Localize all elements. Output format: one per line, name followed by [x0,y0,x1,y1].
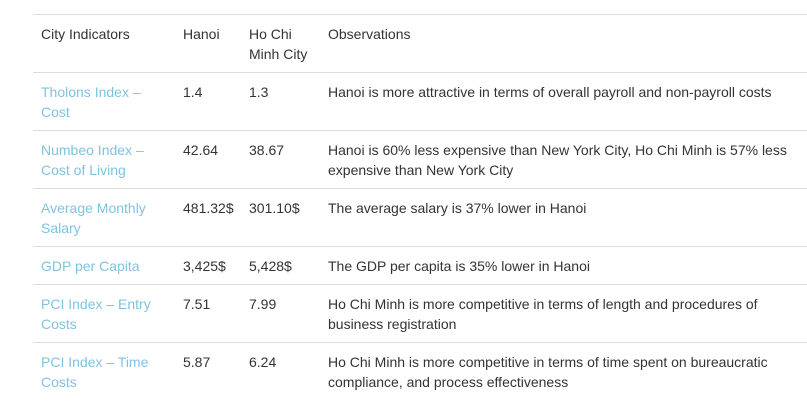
hcmc-value: 301.10$ [241,188,320,247]
header-row: City Indicators Hanoi Ho Chi Minh City O… [33,14,807,73]
hanoi-value: 481.32$ [175,188,241,247]
indicator-link[interactable]: Average Monthly Salary [33,188,175,247]
hanoi-value: 1.4 [175,72,241,131]
table-header: City Indicators Hanoi Ho Chi Minh City O… [33,14,807,73]
header-ho-chi-minh-city: Ho Chi Minh City [241,14,320,73]
table-row: Tholons Index – Cost 1.4 1.3 Hanoi is mo… [33,72,807,131]
table-row: GDP per Capita 3,425$ 5,428$ The GDP per… [33,246,807,285]
indicator-link[interactable]: GDP per Capita [33,246,175,285]
hanoi-value: 7.51 [175,284,241,343]
city-indicators-table-container: City Indicators Hanoi Ho Chi Minh City O… [33,14,807,400]
hcmc-value: 6.24 [241,342,320,400]
table-row: Numbeo Index – Cost of Living 42.64 38.6… [33,130,807,189]
indicator-link[interactable]: PCI Index – Time Costs [33,342,175,400]
hcmc-value: 1.3 [241,72,320,131]
observation-text: The average salary is 37% lower in Hanoi [320,188,807,247]
indicator-link[interactable]: Numbeo Index – Cost of Living [33,130,175,189]
hanoi-value: 3,425$ [175,246,241,285]
indicator-link[interactable]: Tholons Index – Cost [33,72,175,131]
observation-text: The GDP per capita is 35% lower in Hanoi [320,246,807,285]
observation-text: Ho Chi Minh is more competitive in terms… [320,342,807,400]
hanoi-value: 5.87 [175,342,241,400]
header-hanoi: Hanoi [175,14,241,73]
table-row: Average Monthly Salary 481.32$ 301.10$ T… [33,188,807,247]
observation-text: Hanoi is more attractive in terms of ove… [320,72,807,131]
indicator-link[interactable]: PCI Index – Entry Costs [33,284,175,343]
table-row: PCI Index – Entry Costs 7.51 7.99 Ho Chi… [33,284,807,343]
hanoi-value: 42.64 [175,130,241,189]
city-indicators-table: City Indicators Hanoi Ho Chi Minh City O… [33,14,807,400]
header-city-indicators: City Indicators [33,14,175,73]
hcmc-value: 38.67 [241,130,320,189]
hcmc-value: 7.99 [241,284,320,343]
observation-text: Ho Chi Minh is more competitive in terms… [320,284,807,343]
observation-text: Hanoi is 60% less expensive than New Yor… [320,130,807,189]
hcmc-value: 5,428$ [241,246,320,285]
table-body: Tholons Index – Cost 1.4 1.3 Hanoi is mo… [33,72,807,400]
table-row: PCI Index – Time Costs 5.87 6.24 Ho Chi … [33,342,807,400]
header-observations: Observations [320,14,807,73]
